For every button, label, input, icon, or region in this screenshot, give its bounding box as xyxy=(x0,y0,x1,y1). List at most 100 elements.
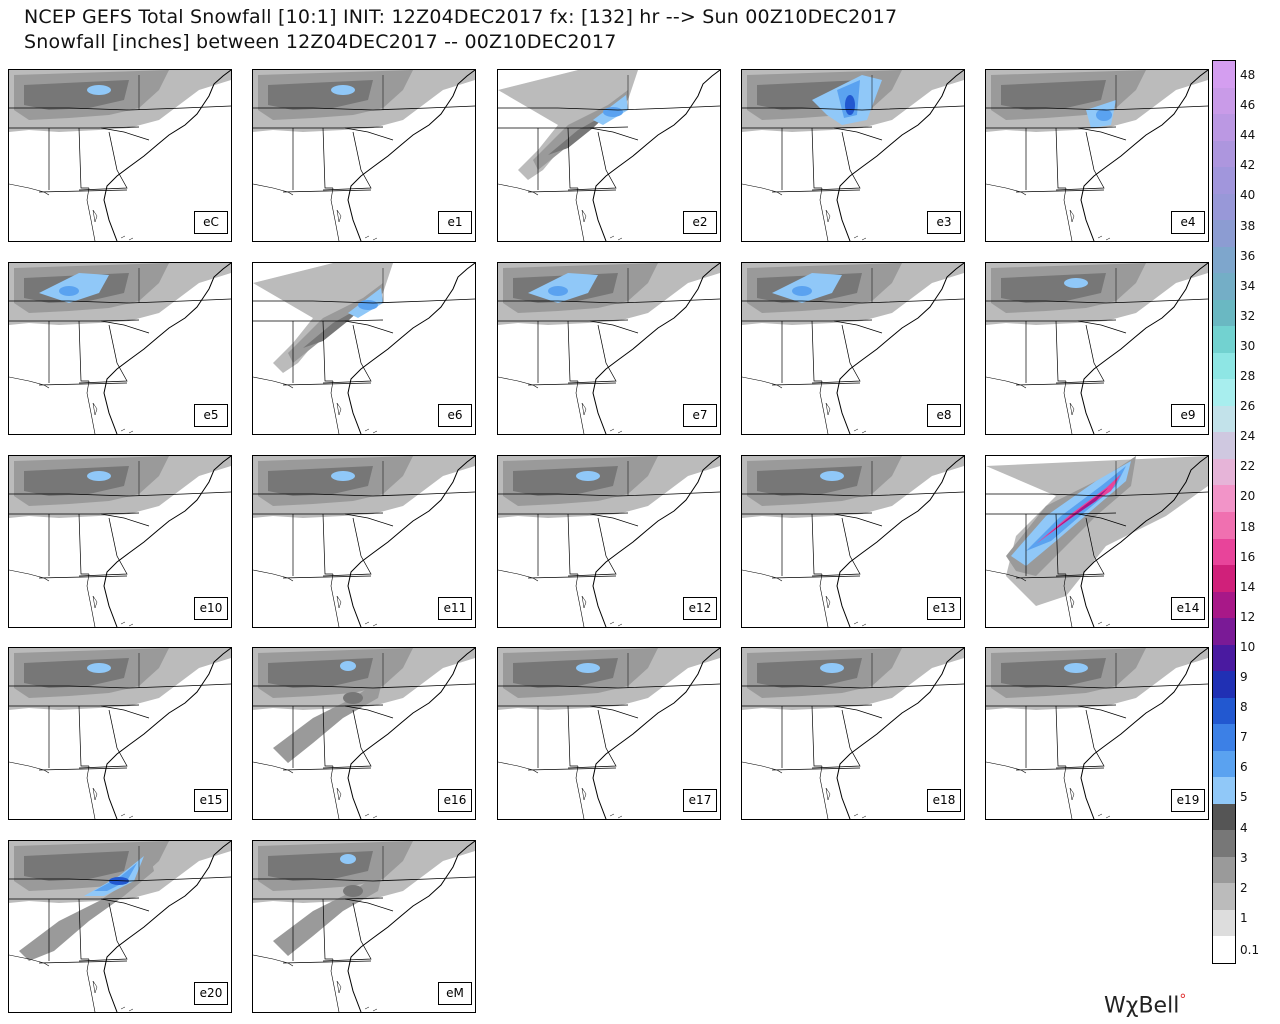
ensemble-panel-e12: e12 xyxy=(497,455,721,628)
chart-subtitle: Snowfall [inches] between 12Z04DEC2017 -… xyxy=(24,31,617,53)
colorbar-segment xyxy=(1213,697,1235,725)
colorbar-tick-label: 40 xyxy=(1240,188,1256,203)
ensemble-panel-e5: e5 xyxy=(8,262,232,435)
colorbar-segment xyxy=(1213,671,1235,699)
colorbar-segment xyxy=(1213,140,1235,168)
snowfall-map xyxy=(742,648,964,819)
snowfall-map xyxy=(498,70,720,241)
panel-label: e4 xyxy=(1171,211,1205,234)
colorbar-tick-label: 12 xyxy=(1240,609,1256,624)
ensemble-panel-e4: e4 xyxy=(985,69,1209,242)
panel-label: e13 xyxy=(927,597,961,620)
snowfall-map xyxy=(742,456,964,627)
snowfall-map xyxy=(986,456,1208,627)
panel-label: e9 xyxy=(1171,404,1205,427)
ensemble-panel-e7: e7 xyxy=(497,262,721,435)
snowfall-map xyxy=(253,648,475,819)
colorbar-segment xyxy=(1213,936,1235,964)
panel-label: eM xyxy=(438,982,472,1005)
colorbar-segment xyxy=(1213,538,1235,566)
colorbar-tick-label: 4 xyxy=(1240,820,1248,835)
colorbar-segment xyxy=(1213,512,1235,540)
colorbar-segment xyxy=(1213,591,1235,619)
colorbar-segment xyxy=(1213,114,1235,142)
ensemble-panel-e14: e14 xyxy=(985,455,1209,628)
panel-label: e20 xyxy=(194,982,228,1005)
chart-title: NCEP GEFS Total Snowfall [10:1] INIT: 12… xyxy=(24,6,898,28)
colorbar-segment xyxy=(1213,87,1235,115)
colorbar-segment xyxy=(1213,485,1235,513)
snowfall-map xyxy=(9,841,231,1012)
colorbar-segment xyxy=(1213,724,1235,752)
colorbar-tick-label: 10 xyxy=(1240,639,1256,654)
ensemble-panel-e15: e15 xyxy=(8,647,232,820)
ensemble-panel-e13: e13 xyxy=(741,455,965,628)
snowfall-map xyxy=(742,70,964,241)
colorbar-segment xyxy=(1213,618,1235,646)
colorbar-tick-label: 48 xyxy=(1240,68,1256,82)
colorbar-tick-label: 28 xyxy=(1240,369,1256,383)
snowfall-map xyxy=(498,263,720,434)
panel-label: e14 xyxy=(1171,597,1205,620)
panel-label: e8 xyxy=(927,404,961,427)
colorbar-segment xyxy=(1213,856,1235,884)
colorbar-segment xyxy=(1213,193,1235,221)
colorbar-segment xyxy=(1213,352,1235,380)
panel-label: e16 xyxy=(438,789,472,812)
snowfall-map xyxy=(253,263,475,434)
colorbar-tick-label: 34 xyxy=(1240,278,1256,293)
panel-label: e18 xyxy=(927,789,961,812)
colorbar-tick-label: 24 xyxy=(1240,429,1256,444)
colorbar-segment xyxy=(1213,883,1235,911)
colorbar-segment xyxy=(1213,750,1235,778)
colorbar-tick-label: 7 xyxy=(1240,730,1248,745)
colorbar-segment xyxy=(1213,909,1235,937)
colorbar-tick-label: 2 xyxy=(1240,880,1248,895)
colorbar-tick-label: 46 xyxy=(1240,98,1256,113)
snowfall-map xyxy=(742,263,964,434)
panel-label: eC xyxy=(194,211,228,234)
ensemble-panel-e8: e8 xyxy=(741,262,965,435)
snowfall-map xyxy=(253,841,475,1012)
ensemble-panel-e3: e3 xyxy=(741,69,965,242)
colorbar-tick-label: 0.1 xyxy=(1240,943,1260,957)
snowfall-map xyxy=(9,648,231,819)
colorbar-tick-label: 42 xyxy=(1240,158,1256,173)
colorbar-segment xyxy=(1213,565,1235,593)
colorbar-tick-label: 5 xyxy=(1240,790,1248,805)
snowfall-map xyxy=(498,648,720,819)
colorbar-segment xyxy=(1213,777,1235,805)
panel-label: e3 xyxy=(927,211,961,234)
colorbar-segment xyxy=(1213,61,1235,89)
panel-label: e10 xyxy=(194,597,228,620)
panel-label: e2 xyxy=(683,211,717,234)
ensemble-panel-e1: e1 xyxy=(252,69,476,242)
ensemble-panel-e20: e20 xyxy=(8,840,232,1013)
colorbar-segment xyxy=(1213,246,1235,274)
snowfall-map xyxy=(253,456,475,627)
colorbar-tick-label: 8 xyxy=(1240,700,1248,715)
colorbar-segment xyxy=(1213,326,1235,354)
colorbar-segment xyxy=(1213,458,1235,486)
snowfall-map xyxy=(9,263,231,434)
snowfall-map xyxy=(986,648,1208,819)
colorbar-segment xyxy=(1213,220,1235,248)
ensemble-panel-e16: e16 xyxy=(252,647,476,820)
colorbar-tick-label: 18 xyxy=(1240,519,1256,534)
colorbar-tick-label: 16 xyxy=(1240,549,1256,564)
ensemble-panel-e6: e6 xyxy=(252,262,476,435)
ensemble-panel-e9: e9 xyxy=(985,262,1209,435)
colorbar-tick-label: 3 xyxy=(1240,850,1248,865)
wxbell-logo: WχBell° xyxy=(1104,992,1187,1019)
ensemble-panel-eM: eM xyxy=(252,840,476,1013)
colorbar-segment xyxy=(1213,405,1235,433)
snowfall-map xyxy=(498,456,720,627)
colorbar-tick-label: 14 xyxy=(1240,579,1256,594)
colorbar-tick-label: 38 xyxy=(1240,218,1256,233)
snowfall-map xyxy=(9,70,231,241)
ensemble-panel-e19: e19 xyxy=(985,647,1209,820)
snowfall-map xyxy=(986,70,1208,241)
ensemble-panel-e17: e17 xyxy=(497,647,721,820)
snowfall-map xyxy=(9,456,231,627)
colorbar-tick-label: 32 xyxy=(1240,308,1256,323)
